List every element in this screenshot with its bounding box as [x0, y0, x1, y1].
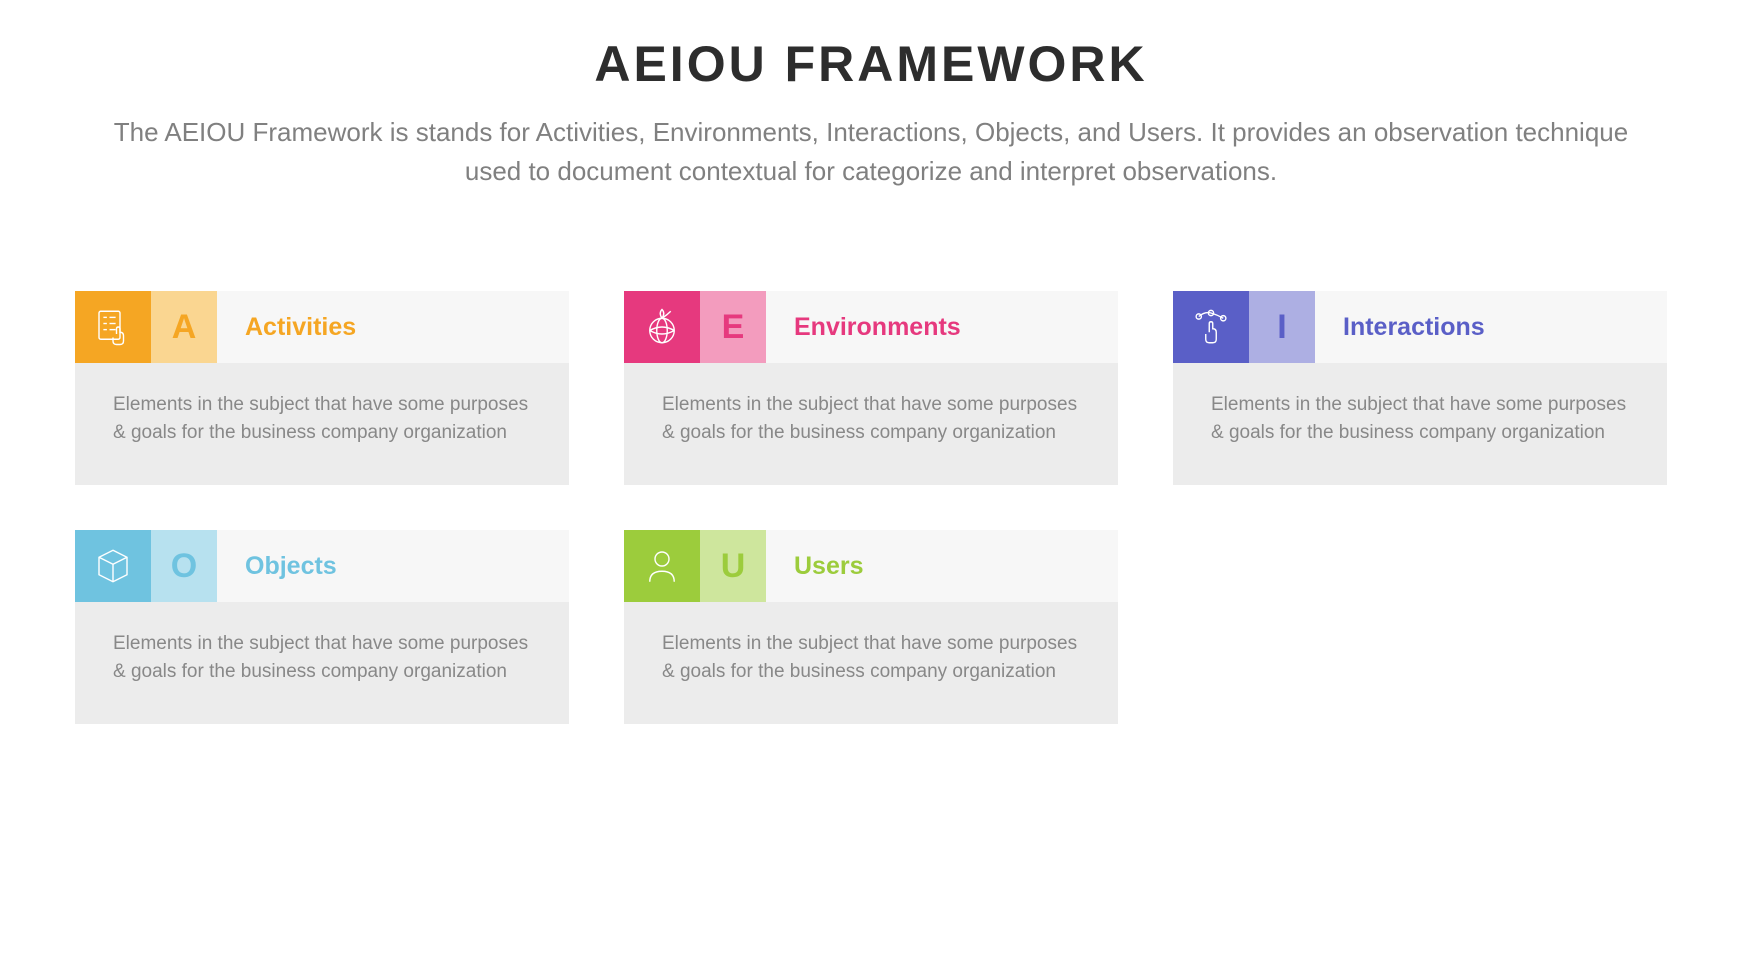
icon-box	[75, 291, 151, 363]
user-icon	[641, 545, 683, 587]
icon-box	[75, 530, 151, 602]
letter-box: U	[700, 530, 766, 602]
card-label: Objects	[217, 530, 569, 602]
icon-box	[1173, 291, 1249, 363]
card-body: Elements in the subject that have some p…	[624, 602, 1118, 724]
icon-box	[624, 530, 700, 602]
card-body: Elements in the subject that have some p…	[624, 363, 1118, 485]
checklist-touch-icon	[92, 306, 134, 348]
card-objects: O Objects Elements in the subject that h…	[75, 530, 569, 724]
box-icon	[92, 545, 134, 587]
card-header: A Activities	[75, 291, 569, 363]
letter-box: O	[151, 530, 217, 602]
card-label: Users	[766, 530, 1118, 602]
card-interactions: I Interactions Elements in the subject t…	[1173, 291, 1667, 485]
page-title: AEIOU FRAMEWORK	[70, 35, 1672, 93]
card-header: O Objects	[75, 530, 569, 602]
icon-box	[624, 291, 700, 363]
card-users: U Users Elements in the subject that hav…	[624, 530, 1118, 724]
letter-box: E	[700, 291, 766, 363]
card-header: E Environments	[624, 291, 1118, 363]
card-label: Activities	[217, 291, 569, 363]
letter-box: A	[151, 291, 217, 363]
letter-box: I	[1249, 291, 1315, 363]
card-activities: A Activities Elements in the subject tha…	[75, 291, 569, 485]
card-body: Elements in the subject that have some p…	[75, 602, 569, 724]
card-body: Elements in the subject that have some p…	[1173, 363, 1667, 485]
card-label: Interactions	[1315, 291, 1667, 363]
card-header: U Users	[624, 530, 1118, 602]
network-touch-icon	[1190, 306, 1232, 348]
card-label: Environments	[766, 291, 1118, 363]
header: AEIOU FRAMEWORK The AEIOU Framework is s…	[70, 35, 1672, 191]
cards-grid: A Activities Elements in the subject tha…	[70, 291, 1672, 724]
page-subtitle: The AEIOU Framework is stands for Activi…	[91, 113, 1651, 191]
card-header: I Interactions	[1173, 291, 1667, 363]
card-environments: E Environments Elements in the subject t…	[624, 291, 1118, 485]
globe-leaf-icon	[641, 306, 683, 348]
card-body: Elements in the subject that have some p…	[75, 363, 569, 485]
